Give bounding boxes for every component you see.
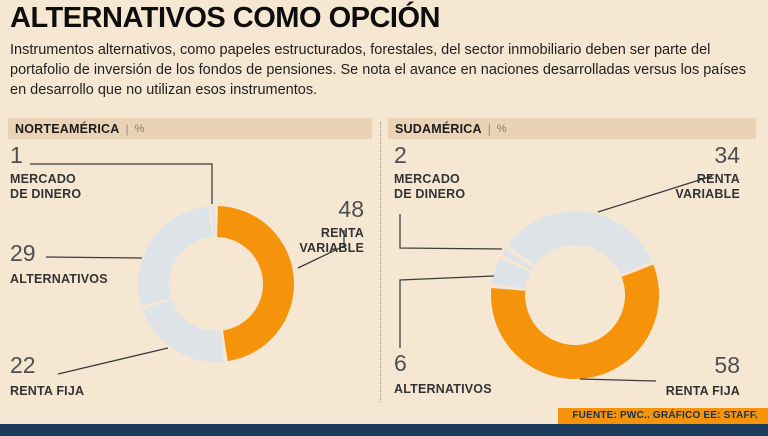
segment-label: RENTA VARIABLE bbox=[299, 226, 364, 256]
panel-header-sudamerica: SUDAMÉRICA | % bbox=[388, 118, 756, 139]
segment-value: 2 bbox=[394, 142, 407, 168]
segment-label: RENTA FIJA bbox=[665, 384, 740, 398]
panel-unit: % bbox=[134, 122, 145, 135]
donut-chart-sudamerica bbox=[490, 210, 659, 379]
label-renta-fija: 22 RENTA FIJA bbox=[10, 354, 84, 400]
donut-segment bbox=[491, 257, 531, 289]
segment-value: 29 bbox=[10, 240, 36, 266]
header-divider: | bbox=[487, 121, 491, 136]
label-mercado-de-dinero: 1 MERCADO DE DINERO bbox=[10, 144, 82, 203]
donut-segment bbox=[142, 299, 224, 362]
donut-segment bbox=[217, 206, 294, 362]
segment-value: 22 bbox=[10, 352, 36, 378]
segment-label: MERCADO DE DINERO bbox=[394, 172, 466, 202]
label-alternativos: 29 ALTERNATIVOS bbox=[10, 242, 108, 288]
description-text: Instrumentos alternativos, como papeles … bbox=[10, 42, 746, 98]
label-renta-fija: 58 RENTA FIJA bbox=[666, 354, 740, 400]
segment-label: RENTA VARIABLE bbox=[675, 172, 740, 202]
header-divider: | bbox=[125, 121, 129, 136]
page-title: ALTERNATIVOS COMO OPCIÓN bbox=[10, 2, 440, 34]
segment-label: ALTERNATIVOS bbox=[10, 272, 108, 286]
panel-header-norteamerica: NORTEAMÉRICA | % bbox=[8, 118, 372, 139]
segment-value: 1 bbox=[10, 142, 23, 168]
segment-label: MERCADO DE DINERO bbox=[10, 172, 82, 202]
panel-sudamerica: SUDAMÉRICA | % 2 MERCADO DE DINERO 34 RE… bbox=[388, 118, 756, 408]
panel-title: SUDAMÉRICA bbox=[395, 121, 482, 136]
panel-title: NORTEAMÉRICA bbox=[15, 121, 120, 136]
label-alternativos: 6 ALTERNATIVOS bbox=[394, 352, 492, 398]
segment-label: ALTERNATIVOS bbox=[394, 382, 492, 396]
donut-segment bbox=[507, 210, 652, 275]
donut-segment bbox=[212, 206, 216, 238]
segment-value: 34 bbox=[714, 142, 740, 168]
segment-value: 6 bbox=[394, 350, 407, 376]
label-mercado-de-dinero: 2 MERCADO DE DINERO bbox=[394, 144, 466, 203]
label-renta-variable: 34 RENTA VARIABLE bbox=[660, 144, 740, 203]
panel-unit: % bbox=[496, 122, 507, 135]
bottom-navy-bar bbox=[0, 424, 768, 436]
donut-chart-norteamerica bbox=[138, 206, 294, 362]
panel-separator bbox=[380, 122, 381, 402]
donut-segment bbox=[138, 206, 212, 307]
source-credit: FUENTE: PWC.. GRÁFICO EE: STAFF. bbox=[558, 408, 768, 424]
donut-segment bbox=[501, 248, 534, 271]
segment-label: RENTA FIJA bbox=[10, 384, 85, 398]
segment-value: 58 bbox=[714, 352, 740, 378]
panel-norteamerica: NORTEAMÉRICA | % 1 MERCADO DE DINERO 48 … bbox=[8, 118, 372, 408]
segment-value: 48 bbox=[338, 196, 364, 222]
label-renta-variable: 48 RENTA VARIABLE bbox=[284, 198, 364, 257]
donut-segment bbox=[490, 264, 659, 379]
